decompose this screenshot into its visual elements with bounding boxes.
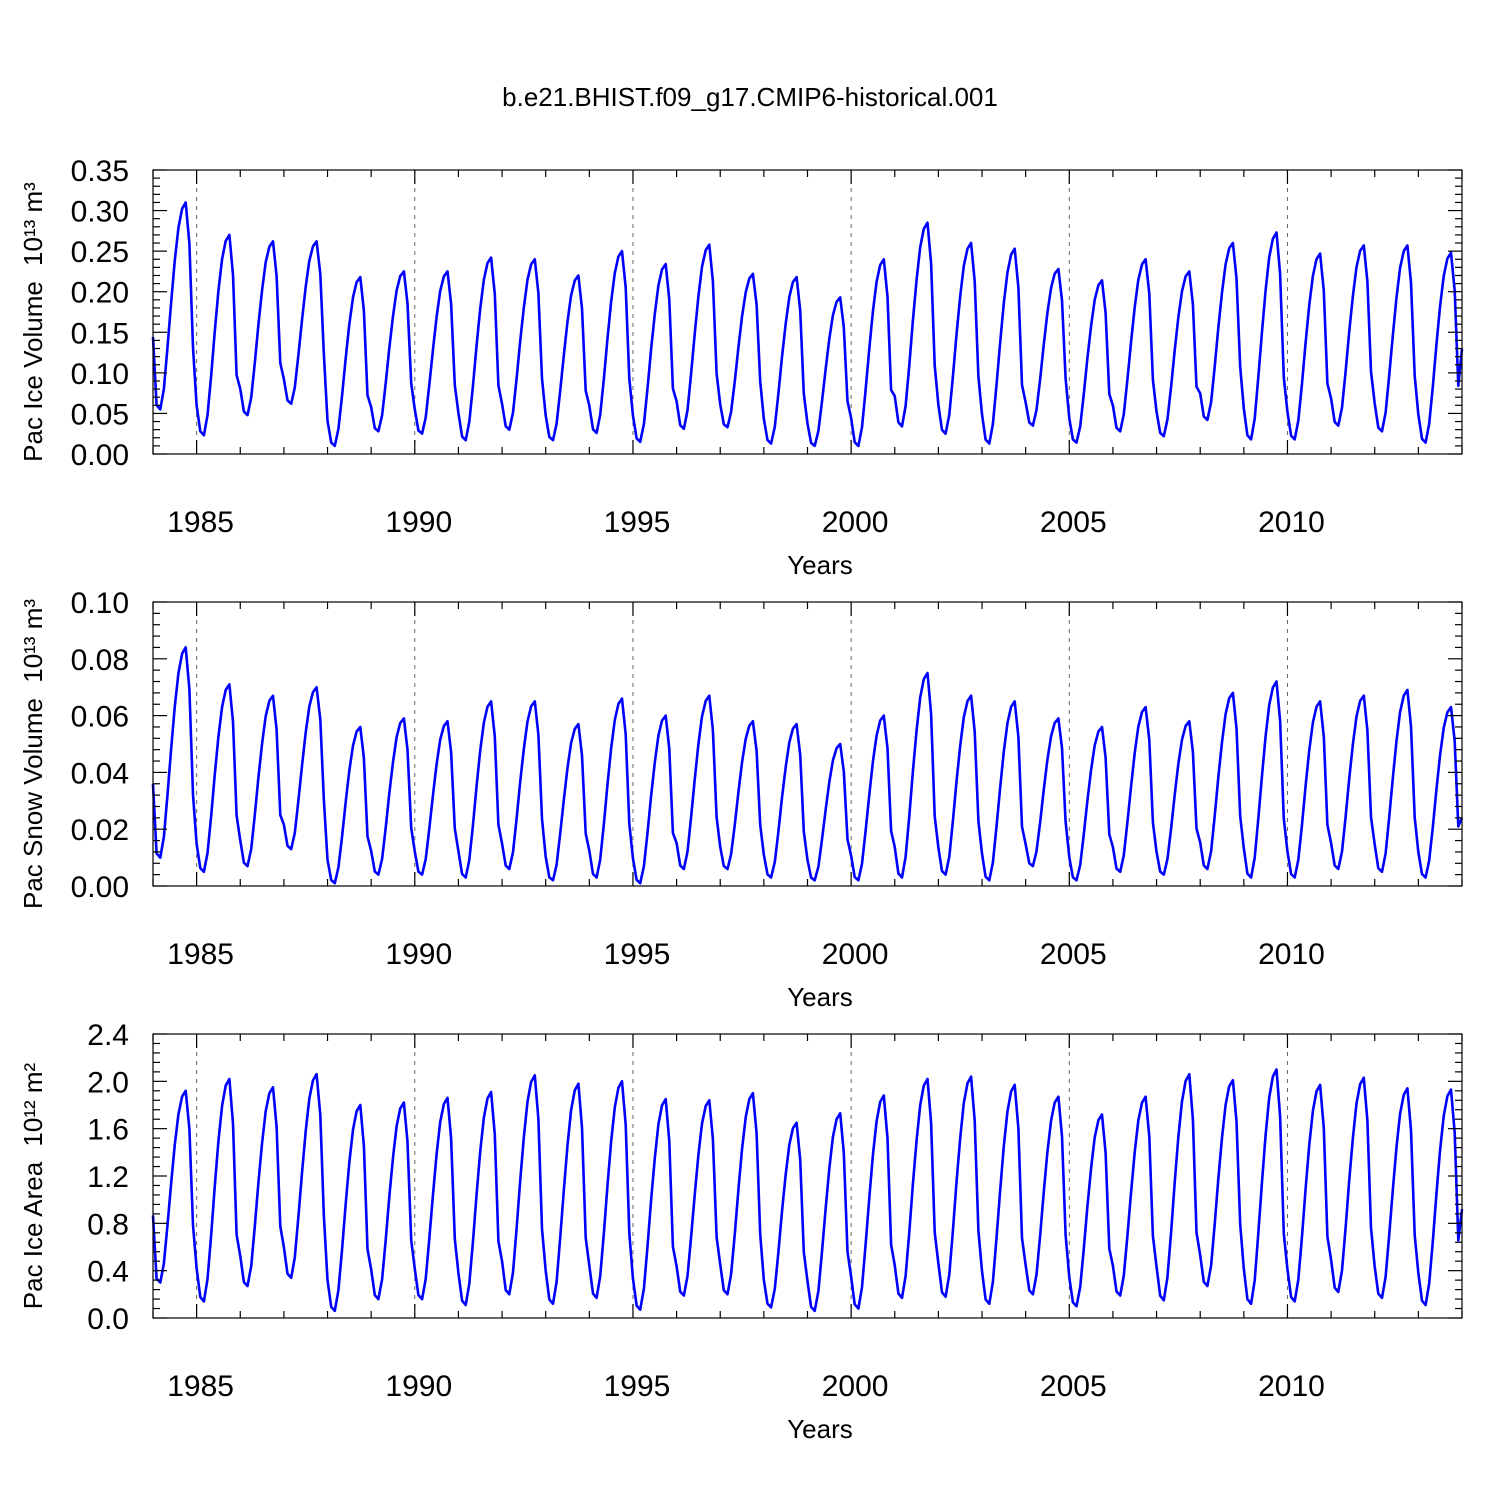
ice-area-y-tick-labels: 0.0 0.4 0.8 1.2 1.6 2.0 2.4: [87, 1019, 129, 1336]
y-tick-label: 0.02: [71, 814, 129, 847]
x-tick-label: 2010: [1258, 506, 1325, 539]
y-tick-label: 0.00: [71, 871, 129, 904]
ice-volume-y-axis-label-text: Pac Ice Volume: [18, 281, 48, 462]
ice-area-panel: 0.0 0.4 0.8 1.2 1.6 2.0 2.4 1985 1990 1995 2000 20…: [18, 1019, 1464, 1444]
x-tick-label: 2010: [1258, 1370, 1325, 1403]
x-tick-label: 2005: [1040, 938, 1107, 971]
x-tick-label: 2005: [1040, 1370, 1107, 1403]
ice-volume-series-line: [151, 201, 1464, 448]
y-tick-label: 1.2: [87, 1161, 129, 1194]
y-tick-label: 0.04: [71, 757, 129, 790]
y-tick-label: 0.0: [87, 1303, 129, 1336]
ice-volume-x-tick-labels: 1985 1990 1995 2000 2005 2010: [167, 506, 1325, 539]
x-tick-label: 2005: [1040, 506, 1107, 539]
ice-volume-plot-frame: [152, 169, 1463, 455]
snow-volume-panel: 0.00 0.02 0.04 0.06 0.08 0.10 1985 1990 1995 200…: [18, 587, 1464, 1012]
y-tick-label: 0.05: [71, 398, 129, 431]
ice-volume-y-axis-unit: 10¹³ m³: [18, 182, 48, 266]
x-tick-label: 2000: [822, 1370, 889, 1403]
x-tick-label: 1985: [167, 506, 234, 539]
y-tick-label: 0.30: [71, 196, 129, 229]
snow-volume-y-axis-unit: 10¹³ m³: [18, 599, 48, 683]
y-tick-label: 0.10: [71, 587, 129, 620]
y-tick-label: 2.4: [87, 1019, 129, 1052]
ice-area-y-axis-label: Pac Ice Area 10¹² m²: [18, 1062, 48, 1309]
x-tick-label: 2010: [1258, 938, 1325, 971]
snow-volume-x-axis-label: Years: [787, 982, 853, 1012]
y-tick-label: 0.10: [71, 358, 129, 391]
ice-area-y-axis-unit: 10¹² m²: [18, 1062, 48, 1146]
x-tick-label: 1985: [167, 938, 234, 971]
ice-volume-ticks: [152, 169, 1463, 455]
y-tick-label: 0.00: [71, 439, 129, 472]
x-tick-label: 2000: [822, 938, 889, 971]
x-tick-label: 1990: [385, 1370, 452, 1403]
snow-volume-series-line: [151, 646, 1464, 885]
ice-volume-y-tick-labels: 0.00 0.05 0.10 0.15 0.20 0.25 0.30 0.35: [71, 155, 129, 472]
ice-area-series-line: [151, 1068, 1464, 1313]
figure-title: b.e21.BHIST.f09_g17.CMIP6-historical.001: [502, 82, 998, 112]
y-tick-label: 0.08: [71, 644, 129, 677]
ice-area-x-tick-labels: 1985 1990 1995 2000 2005 2010: [167, 1370, 1325, 1403]
x-tick-label: 1995: [604, 1370, 671, 1403]
y-tick-label: 0.4: [87, 1256, 129, 1289]
ice-area-ticks: [152, 1033, 1463, 1319]
x-tick-label: 1995: [604, 506, 671, 539]
snow-volume-ticks: [152, 601, 1463, 887]
ice-volume-x-axis-label: Years: [787, 550, 853, 580]
x-tick-label: 1990: [385, 506, 452, 539]
y-tick-label: 0.25: [71, 236, 129, 269]
snow-volume-x-tick-labels: 1985 1990 1995 2000 2005 2010: [167, 938, 1325, 971]
x-tick-label: 1985: [167, 1370, 234, 1403]
y-tick-label: 1.6: [87, 1114, 129, 1147]
ice-area-y-axis-label-text: Pac Ice Area: [18, 1161, 48, 1309]
ice-volume-panel: 0.00 0.05 0.10 0.15 0.20 0.25 0.30 0.35 1985 199…: [18, 155, 1464, 580]
y-tick-label: 0.20: [71, 277, 129, 310]
y-tick-label: 0.8: [87, 1208, 129, 1241]
ice-area-x-axis-label: Years: [787, 1414, 853, 1444]
x-tick-label: 1995: [604, 938, 671, 971]
ice-volume-y-axis-label: Pac Ice Volume 10¹³ m³: [18, 182, 48, 462]
y-tick-label: 0.06: [71, 701, 129, 734]
y-tick-label: 0.15: [71, 317, 129, 350]
y-tick-label: 2.0: [87, 1066, 129, 1099]
x-tick-label: 1990: [385, 938, 452, 971]
y-tick-label: 0.35: [71, 155, 129, 188]
snow-volume-y-axis-label: Pac Snow Volume 10¹³ m³: [18, 599, 48, 909]
snow-volume-y-axis-label-text: Pac Snow Volume: [18, 698, 48, 909]
snow-volume-y-tick-labels: 0.00 0.02 0.04 0.06 0.08 0.10: [71, 587, 129, 904]
x-tick-label: 2000: [822, 506, 889, 539]
